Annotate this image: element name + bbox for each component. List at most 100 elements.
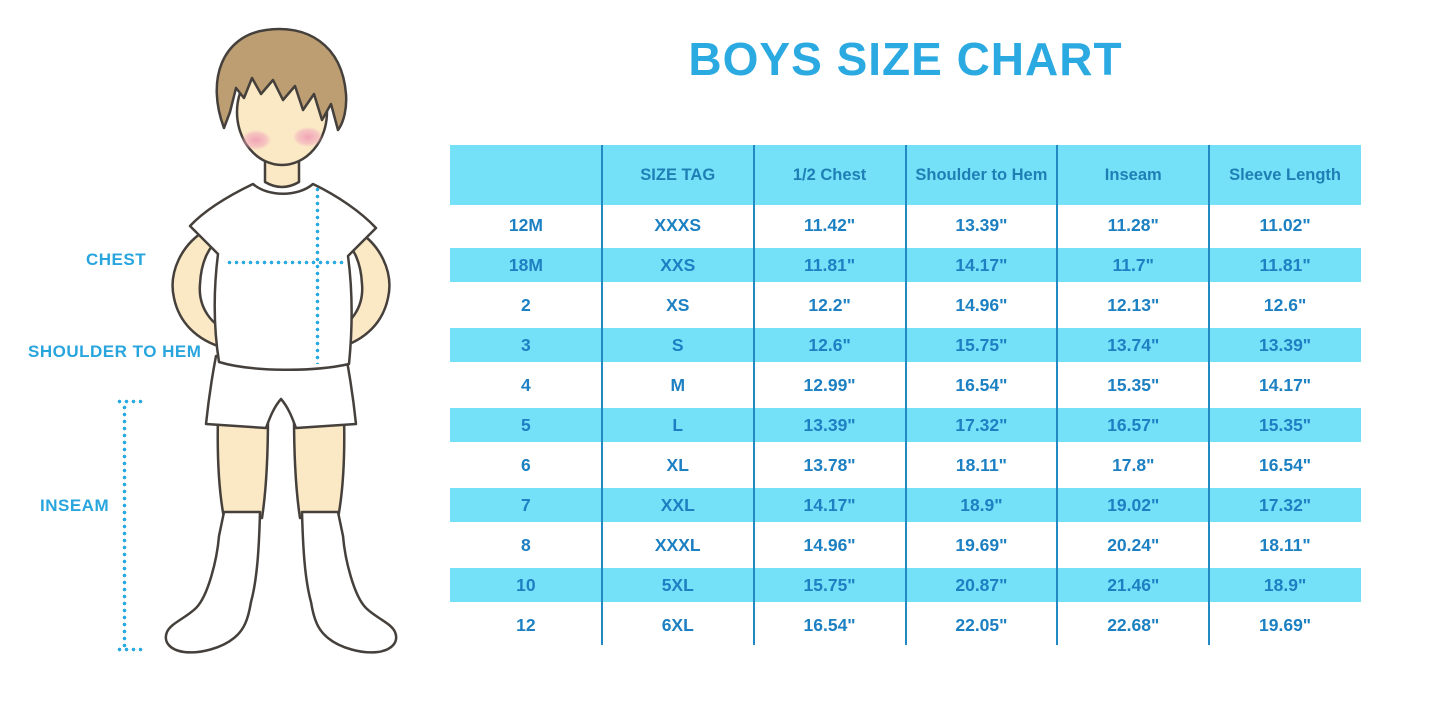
table-row: 12 6XL 16.54" 22.05" 22.68" 19.69": [450, 605, 1361, 645]
table-cell: XXL: [660, 494, 695, 515]
table-row: 8 XXXL 14.96" 19.69" 20.24" 18.11": [450, 525, 1361, 565]
table-cell: 15.35": [1259, 414, 1312, 435]
size-chart-table: SIZE TAG 1/2 Chest Shoulder to Hem Inseam Sl…: [450, 145, 1361, 645]
table-cell: 16.54": [803, 614, 856, 635]
inseam-label: INSEAM: [40, 496, 110, 515]
boy-sock-right: [300, 510, 398, 654]
table-cell: 18.11": [955, 454, 1007, 475]
table-cell: 12M: [508, 214, 543, 235]
header-cell: Inseam: [1104, 165, 1162, 184]
table-cell: 21.46": [1107, 574, 1160, 595]
table-cell: L: [672, 414, 684, 435]
table-cell: 4: [521, 374, 531, 395]
table-cell: 8: [521, 534, 531, 555]
table-cell: 22.68": [1107, 614, 1160, 635]
table-cell: 14.17": [803, 494, 856, 515]
table-cell: 12.99": [803, 374, 856, 395]
boy-illustration: CHEST SHOULDER TO HEM INSEAM: [0, 0, 450, 723]
column-divider: [600, 145, 603, 645]
table-cell: 12.2": [808, 294, 851, 315]
table-row: 2 XS 12.2" 14.96" 12.13" 12.6": [450, 285, 1361, 325]
header-cell: Sleeve Length: [1229, 165, 1341, 184]
table-cell: 15.75": [803, 574, 856, 595]
boy-shorts: [204, 354, 358, 430]
table-cell: 6XL: [661, 614, 694, 635]
table-cell: 11.81": [1259, 254, 1311, 275]
table-row: 6 XL 13.78" 18.11" 17.8" 16.54": [450, 445, 1361, 485]
header-cell: [450, 145, 602, 205]
table-cell: 18.9": [1263, 574, 1307, 595]
shoulder-to-hem-label: SHOULDER TO HEM: [28, 342, 202, 361]
boy-leg-left: [216, 413, 270, 520]
table-cell: 14.17": [1259, 374, 1312, 395]
table-cell: 14.96": [803, 534, 856, 555]
table-cell: XL: [666, 454, 689, 475]
table-cell: 17.32": [955, 414, 1008, 435]
table-cell: XXS: [660, 254, 696, 275]
table-cell: 19.69": [1259, 614, 1312, 635]
table-cell: 11.42": [804, 214, 856, 235]
page-title: BOYS SIZE CHART: [688, 33, 1123, 85]
table-cell: 20.87": [955, 574, 1008, 595]
table-cell: 17.32": [1259, 494, 1312, 515]
table-row: 4 M 12.99" 16.54" 15.35" 14.17": [450, 365, 1361, 405]
table-cell: XXXL: [654, 534, 701, 555]
inseam-tick-top: [116, 399, 144, 404]
table-cell: 18.11": [1259, 534, 1311, 555]
table-cell: 3: [521, 334, 531, 355]
table-cell: 12.6": [1263, 294, 1307, 315]
table-cell: 18.9": [960, 494, 1003, 515]
table-cell: 20.24": [1107, 534, 1160, 555]
table-cell: 11.02": [1259, 214, 1311, 235]
table-cell: 16.54": [955, 374, 1008, 395]
boy-figure-drawing: [164, 27, 398, 654]
table-cell: 14.17": [955, 254, 1008, 275]
table-cell: 5XL: [661, 574, 694, 595]
table-cell: 13.78": [803, 454, 856, 475]
table-cell: 22.05": [955, 614, 1008, 635]
table-cell: 18M: [508, 254, 543, 275]
boy-cheek-left: [241, 130, 271, 150]
table-cell: 15.75": [955, 334, 1008, 355]
table-cell: 10: [516, 574, 536, 595]
table-cell: 6: [521, 454, 531, 475]
boy-leg-right: [292, 413, 346, 520]
table-cell: 11.7": [1112, 254, 1154, 275]
column-divider: [752, 145, 755, 645]
table-cell: 13.39": [803, 414, 856, 435]
table-cell: 16.54": [1259, 454, 1312, 475]
inseam-measure-line: [122, 404, 127, 650]
header-cell: 1/2 Chest: [792, 165, 867, 184]
table-cell: 13.39": [955, 214, 1008, 235]
table-row: 12M XXXS 11.42" 13.39" 11.28" 11.02": [450, 205, 1361, 245]
table-cell: 5: [521, 414, 531, 435]
boy-sock-left: [164, 510, 262, 654]
boy-cheek-right: [293, 127, 323, 147]
table-cell: 7: [521, 494, 531, 515]
chest-label: CHEST: [86, 250, 147, 269]
inseam-tick-bottom: [116, 647, 144, 652]
shoulder-to-hem-measure-line: [315, 186, 320, 364]
header-cell: SIZE TAG: [640, 165, 716, 184]
table-cell: XS: [666, 294, 690, 315]
table-cell: 12.13": [1107, 294, 1160, 315]
boy-hair: [215, 27, 348, 132]
column-divider: [1208, 145, 1211, 645]
table-cell: 11.28": [1107, 214, 1159, 235]
table-cell: 17.8": [1112, 454, 1155, 475]
table-cell: M: [670, 374, 686, 395]
column-divider: [904, 145, 907, 645]
boy-tshirt: [188, 182, 378, 371]
table-cell: 2: [521, 294, 531, 315]
table-cell: 12.6": [808, 334, 851, 355]
table-cell: 15.35": [1107, 374, 1160, 395]
header-cell: Shoulder to Hem: [915, 165, 1048, 184]
table-cell: XXXS: [654, 214, 702, 235]
table-cell: S: [671, 334, 684, 355]
chest-measure-line: [226, 260, 346, 265]
table-cell: 19.02": [1107, 494, 1160, 515]
table-cell: 13.39": [1259, 334, 1312, 355]
table-cell: 19.69": [955, 534, 1008, 555]
table-cell: 16.57": [1107, 414, 1160, 435]
